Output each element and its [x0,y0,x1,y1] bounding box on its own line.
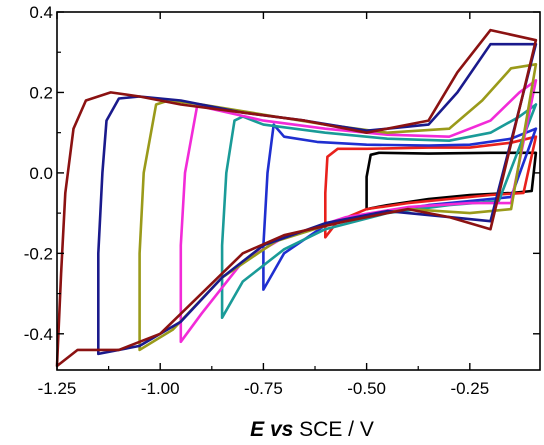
series-layer [55,28,538,368]
y-tick-label: -0.4 [24,325,53,344]
x-tick-label: -1.25 [38,379,77,398]
x-axis-title: E vs SCE / V [250,418,374,441]
plot-frame [56,11,541,371]
x-tick-label: -0.25 [450,379,489,398]
x-axis-title-italic: E vs [250,418,293,441]
cv-series-1 [324,135,538,239]
cv-series-6 [97,42,538,356]
x-tick-label: -1.00 [141,379,180,398]
y-tick-label: 0.2 [29,83,53,102]
x-tick-label: -0.50 [347,379,386,398]
cv-series-4 [179,79,538,344]
y-tick-label: 0.0 [29,164,53,183]
y-tick-label: 0.4 [29,3,53,22]
x-tick-label: -0.75 [244,379,283,398]
cv-series-7 [55,28,538,368]
axes-layer: -1.25 -1.00 -0.75 -0.50 -0.25 0.4 0.2 0.0 -0.2 -0… [24,3,541,398]
x-axis-title-rest: SCE / V [293,418,374,441]
y-tick-label: -0.2 [24,244,53,263]
